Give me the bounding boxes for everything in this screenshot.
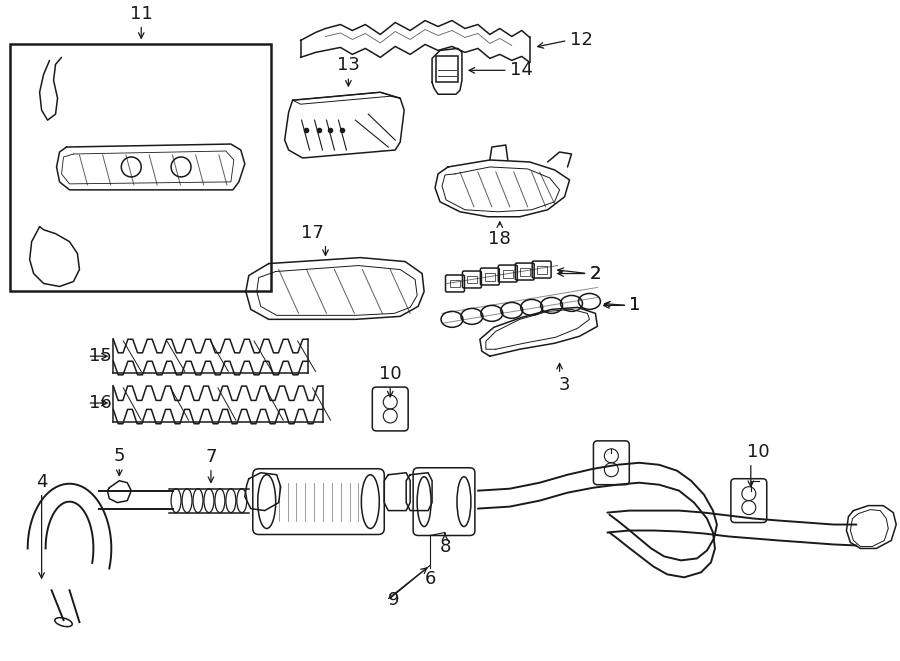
Bar — [467, 276, 477, 284]
Text: 1: 1 — [629, 296, 641, 315]
Text: 3: 3 — [559, 376, 571, 394]
Text: 13: 13 — [337, 56, 360, 74]
Bar — [503, 270, 513, 278]
Bar — [485, 272, 495, 280]
Text: 10: 10 — [748, 443, 770, 461]
Text: 11: 11 — [130, 5, 153, 22]
Text: 7: 7 — [205, 447, 217, 466]
Bar — [536, 266, 546, 274]
Text: 8: 8 — [439, 539, 451, 557]
Text: 15: 15 — [89, 347, 112, 366]
Text: 2: 2 — [590, 264, 601, 282]
Text: 9: 9 — [388, 591, 400, 609]
Bar — [10, 44, 271, 292]
Bar — [450, 280, 460, 288]
Text: 16: 16 — [89, 394, 112, 412]
Text: 12: 12 — [570, 32, 592, 50]
Text: 1: 1 — [629, 296, 641, 315]
Text: 10: 10 — [379, 365, 401, 383]
Text: 2: 2 — [590, 264, 601, 282]
Text: 17: 17 — [302, 223, 324, 242]
Text: 5: 5 — [113, 447, 125, 465]
Text: 6: 6 — [425, 570, 436, 588]
Text: 14: 14 — [509, 61, 533, 79]
Text: 4: 4 — [36, 473, 48, 490]
Bar — [519, 268, 530, 276]
Bar — [436, 56, 458, 82]
Text: 18: 18 — [489, 230, 511, 248]
